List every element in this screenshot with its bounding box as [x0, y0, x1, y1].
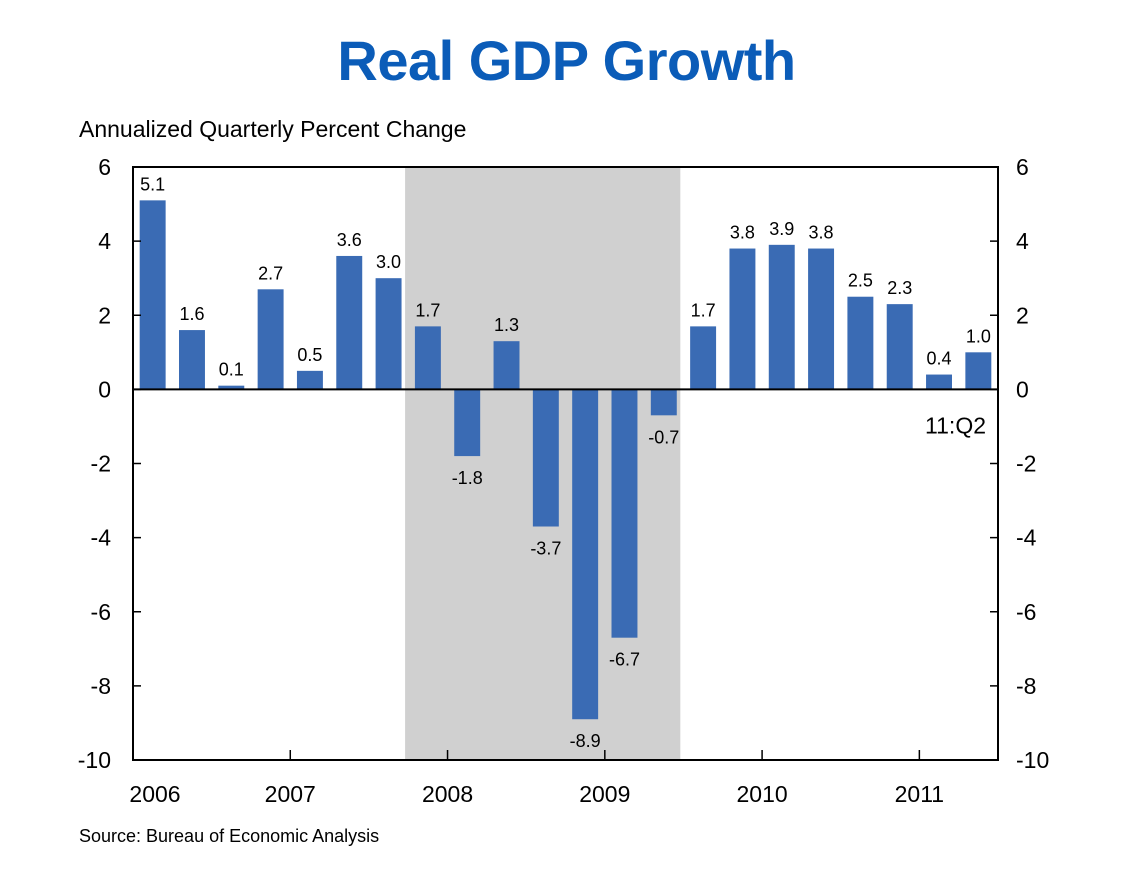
data-label: 3.9 — [769, 219, 794, 239]
data-label: 1.7 — [691, 300, 716, 320]
data-label: 3.6 — [337, 230, 362, 250]
data-label: 1.7 — [415, 300, 440, 320]
y-tick-label-right: 2 — [1016, 302, 1029, 328]
x-tick-label: 2008 — [422, 781, 473, 807]
y-tick-label-right: -10 — [1016, 747, 1049, 773]
y-tick-label-right: 0 — [1016, 376, 1029, 402]
data-label: 2.5 — [848, 271, 873, 291]
y-tick-label-right: -8 — [1016, 673, 1036, 699]
bar — [257, 289, 284, 390]
bar — [296, 370, 323, 390]
y-tick-label-left: 2 — [98, 302, 111, 328]
data-label: 5.1 — [140, 174, 165, 194]
bar — [847, 296, 874, 390]
bar — [572, 389, 599, 720]
bar — [886, 304, 913, 390]
y-tick-label-right: 4 — [1016, 228, 1029, 254]
y-tick-label-left: -10 — [78, 747, 111, 773]
bar — [611, 389, 638, 638]
bar — [729, 248, 756, 390]
y-tick-label-right: -2 — [1016, 451, 1036, 477]
bar — [454, 389, 481, 457]
bar — [179, 330, 205, 390]
data-label: -6.7 — [609, 650, 640, 670]
y-tick-label-left: 6 — [98, 154, 111, 180]
data-label: 0.4 — [927, 349, 952, 369]
bar — [493, 341, 520, 390]
y-tick-label-left: -8 — [91, 673, 111, 699]
data-label: 1.3 — [494, 315, 519, 335]
data-label: 1.0 — [966, 326, 991, 346]
bar — [808, 248, 835, 390]
bar — [375, 278, 402, 390]
data-label: -0.7 — [648, 427, 679, 447]
data-label: 1.6 — [179, 304, 204, 324]
y-tick-label-left: 0 — [98, 376, 111, 402]
bar — [336, 255, 363, 390]
x-tick-label: 2006 — [129, 781, 180, 807]
data-label: 2.7 — [258, 263, 283, 283]
bar — [650, 389, 677, 416]
y-tick-label-left: -6 — [91, 599, 111, 625]
y-axis-label: Annualized Quarterly Percent Change — [79, 116, 467, 142]
data-label: -3.7 — [530, 539, 561, 559]
bar — [690, 326, 717, 390]
y-tick-label-right: 6 — [1016, 154, 1029, 180]
bar — [768, 244, 795, 390]
bar — [139, 200, 166, 390]
x-tick-label: 2010 — [737, 781, 788, 807]
data-label: 3.8 — [730, 223, 755, 243]
y-tick-label-left: -2 — [91, 451, 111, 477]
x-tick-label: 2007 — [265, 781, 316, 807]
data-label: 0.1 — [219, 360, 244, 380]
data-label: 3.0 — [376, 252, 401, 272]
data-label: 0.5 — [297, 345, 322, 365]
y-tick-label-left: 4 — [98, 228, 111, 254]
y-tick-label-right: -4 — [1016, 525, 1037, 551]
data-label: 2.3 — [887, 278, 912, 298]
bar — [218, 385, 245, 390]
bar — [965, 352, 992, 390]
data-label: -8.9 — [570, 731, 601, 751]
y-tick-label-left: -4 — [91, 525, 112, 551]
source-note: Source: Bureau of Economic Analysis — [79, 826, 380, 846]
x-tick-label: 2011 — [895, 781, 944, 807]
data-label: 3.8 — [809, 223, 834, 243]
latest-quarter-annotation: 11:Q2 — [925, 412, 986, 438]
y-tick-label-right: -6 — [1016, 599, 1036, 625]
bar — [414, 326, 441, 390]
x-tick-label: 2009 — [579, 781, 630, 807]
data-label: -1.8 — [452, 468, 483, 488]
bar — [926, 374, 952, 390]
chart-title: Real GDP Growth — [337, 29, 796, 92]
bar — [532, 389, 559, 527]
